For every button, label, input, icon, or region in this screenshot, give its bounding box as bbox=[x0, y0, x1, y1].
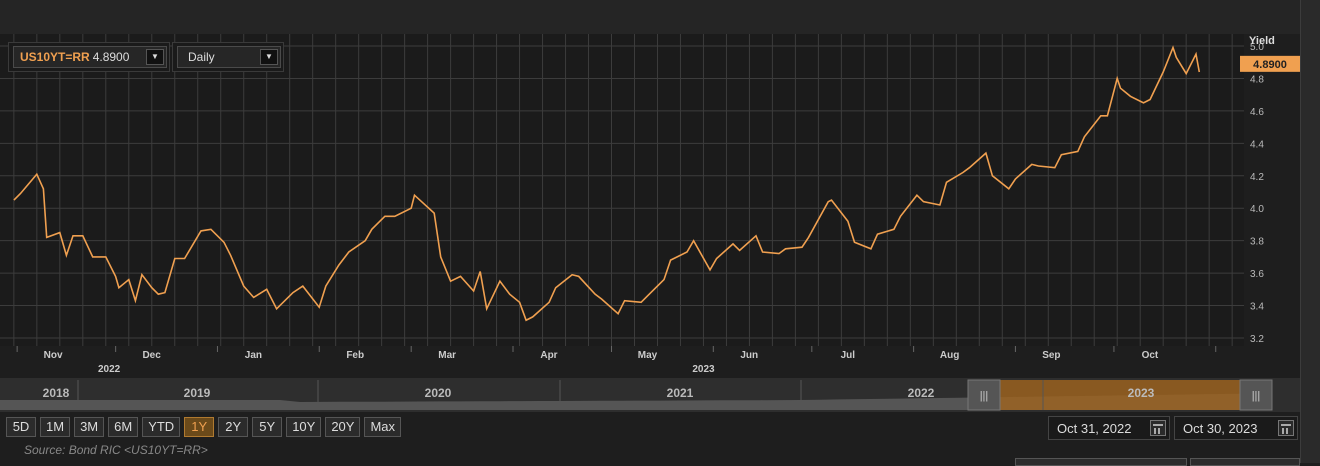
x-tick-label: Aug bbox=[940, 350, 959, 361]
period-button-1y[interactable]: 1Y bbox=[184, 417, 215, 437]
period-button-ytd[interactable]: YTD bbox=[142, 417, 181, 437]
period-buttons: 5D 1M 3M 6M YTD 1Y 2Y 5Y 10Y 20Y Max bbox=[6, 417, 402, 437]
x-tick-label: Sep bbox=[1042, 350, 1060, 361]
x-tick-label: Mar bbox=[438, 350, 456, 361]
x-axis-band bbox=[0, 346, 1244, 378]
chevron-down-icon[interactable]: ▼ bbox=[260, 49, 278, 65]
plot-background bbox=[0, 34, 1244, 346]
chevron-down-icon[interactable]: ▼ bbox=[146, 49, 164, 65]
period-button-5d[interactable]: 5D bbox=[6, 417, 36, 437]
x-tick-label: Jul bbox=[841, 350, 856, 361]
top-toolbar bbox=[0, 0, 1300, 35]
navigator-svg: ||| ||| 2018 2019 2020 2021 2022 2023 bbox=[0, 379, 1273, 411]
navigator-year-label: 2019 bbox=[184, 386, 211, 400]
last-value-label: 4.8900 bbox=[1253, 59, 1287, 71]
grip-icon: ||| bbox=[1252, 390, 1261, 402]
y-tick-label: 3.4 bbox=[1250, 302, 1264, 313]
x-tick-label: May bbox=[638, 350, 658, 361]
x-tick-label: Jun bbox=[740, 350, 758, 361]
frequency-dropdown[interactable]: Daily ▼ bbox=[177, 46, 281, 68]
period-button-max[interactable]: Max bbox=[364, 417, 402, 437]
y-tick-label: 4.2 bbox=[1250, 172, 1264, 183]
last-value-tag bbox=[1240, 55, 1300, 72]
yield-series-line bbox=[13, 45, 1201, 322]
y-axis-title: Yield bbox=[1249, 35, 1275, 47]
navigator-left-handle[interactable] bbox=[967, 379, 1001, 411]
period-button-6m[interactable]: 6M bbox=[108, 417, 139, 437]
ric-name: US10YT=RR bbox=[20, 50, 90, 64]
y-tick-label: 4.8 bbox=[1250, 74, 1264, 85]
x-year-label: 2022 bbox=[98, 364, 121, 375]
y-tick-label: 4.4 bbox=[1250, 139, 1264, 150]
x-tick-label: Dec bbox=[142, 350, 161, 361]
y-tick-label: 3.6 bbox=[1250, 269, 1264, 280]
ric-value: 4.8900 bbox=[92, 50, 130, 64]
navigator-year-label: 2020 bbox=[425, 386, 452, 400]
grip-icon: ||| bbox=[980, 390, 989, 402]
bottom-tab[interactable] bbox=[1015, 458, 1187, 466]
y-tick-label: 4.6 bbox=[1250, 107, 1264, 118]
period-button-5y[interactable]: 5Y bbox=[252, 417, 283, 437]
y-tick-label: 3.2 bbox=[1250, 334, 1264, 345]
x-tick-label: Oct bbox=[1142, 350, 1159, 361]
x-tick-label: Feb bbox=[346, 350, 364, 361]
start-date-value: Oct 31, 2022 bbox=[1057, 421, 1132, 436]
period-button-1m[interactable]: 1M bbox=[40, 417, 71, 437]
y-tick-label: 5.0 bbox=[1250, 42, 1264, 53]
x-tick-label: Apr bbox=[540, 350, 557, 361]
navigator-year-label: 2022 bbox=[908, 386, 935, 400]
navigator-year-label: 2023 bbox=[1128, 386, 1155, 400]
navigator-area bbox=[0, 393, 1240, 410]
x-year-label: 2023 bbox=[692, 364, 715, 375]
frequency-selector-box: Daily ▼ bbox=[172, 42, 284, 72]
source-note: Source: Bond RIC <US10YT=RR> bbox=[24, 443, 208, 457]
navigator-right-handle[interactable] bbox=[1239, 379, 1273, 411]
range-navigator[interactable]: ||| ||| 2018 2019 2020 2021 2022 2023 bbox=[0, 378, 1300, 412]
bottom-tab[interactable] bbox=[1190, 458, 1300, 466]
x-tick-label: Nov bbox=[44, 350, 63, 361]
period-button-3m[interactable]: 3M bbox=[74, 417, 105, 437]
y-tick-label: 3.8 bbox=[1250, 237, 1264, 248]
end-date-field[interactable]: Oct 30, 2023 bbox=[1174, 416, 1298, 440]
period-button-10y[interactable]: 10Y bbox=[286, 417, 322, 437]
y-axis-panel bbox=[1244, 34, 1300, 378]
navigator-year-label: 2021 bbox=[667, 386, 694, 400]
navigator-year-label: 2018 bbox=[43, 386, 70, 400]
ric-dropdown[interactable]: US10YT=RR 4.8900 ▼ bbox=[13, 46, 167, 68]
ric-selector-box: US10YT=RR 4.8900 ▼ bbox=[8, 42, 170, 72]
calendar-icon[interactable] bbox=[1278, 420, 1294, 436]
frequency-value: Daily bbox=[188, 50, 215, 64]
start-date-field[interactable]: Oct 31, 2022 bbox=[1048, 416, 1170, 440]
calendar-icon[interactable] bbox=[1150, 420, 1166, 436]
end-date-value: Oct 30, 2023 bbox=[1183, 421, 1258, 436]
y-tick-label: 4.0 bbox=[1250, 204, 1264, 215]
x-tick-label: Jan bbox=[245, 350, 262, 361]
navigator-selection[interactable] bbox=[1000, 380, 1240, 410]
period-button-2y[interactable]: 2Y bbox=[218, 417, 249, 437]
vertical-scrollbar[interactable] bbox=[1300, 0, 1320, 463]
period-button-20y[interactable]: 20Y bbox=[325, 417, 361, 437]
